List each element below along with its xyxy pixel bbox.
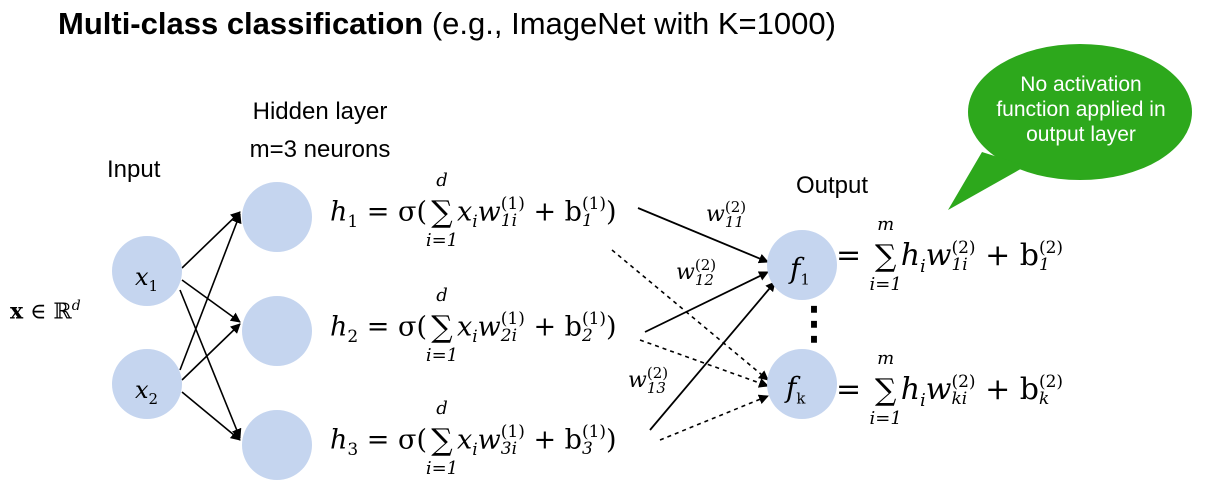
hidden-equation-2: h2 = σ(d ∑ i=1 xiw (1) 2i + b (1) 2): [330, 285, 617, 366]
hidden-node-1: [242, 182, 312, 252]
bubble-text: No activation function applied in output…: [996, 73, 1166, 147]
edge-h2-fk: [639, 339, 769, 388]
edge-x1-h3: [179, 289, 242, 439]
edge-x2-h2: [181, 323, 241, 381]
edge-x2-h3: [181, 391, 241, 441]
output-equation-k: = m ∑ i=1 hiw (2) ki + b (2) k: [836, 348, 1064, 429]
hidden-equation-3: h3 = σ(d ∑ i=1 xiw (1) 3i + b (1) 3): [330, 398, 617, 479]
input-node-1: [112, 236, 182, 306]
edge-h1-f1: [637, 207, 769, 264]
output-node-1-label: f1: [790, 252, 810, 289]
input-node-1-label: x1: [135, 263, 159, 295]
edge-h2-f1: [644, 271, 769, 333]
title-bold: Multi-class classification: [58, 6, 424, 41]
output-label: Output: [796, 172, 869, 199]
edge-h3-fk: [659, 394, 769, 441]
weight-label-12: w (2) 12: [676, 256, 717, 289]
page-title: Multi-class classification (e.g., ImageN…: [58, 6, 836, 42]
hidden-layer-label: Hidden layer: [252, 98, 388, 125]
hidden-equation-1: h1 = σ(d ∑ i=1 xiw (1) 1i + b (1) 1): [330, 170, 617, 251]
edge-x1-h2: [181, 279, 241, 323]
input-node-2-label: x2: [135, 376, 159, 408]
hidden-neurons-label: m=3 neurons: [249, 136, 391, 163]
edge-h3-f1: [649, 281, 776, 431]
output-node-k-label: fk: [786, 371, 806, 408]
weight-label-13: w (2) 13: [628, 364, 669, 397]
edge-x2-h1: [179, 213, 242, 371]
hidden-node-2: [242, 296, 312, 366]
output-node-1: [767, 230, 837, 300]
output-node-k: [767, 349, 837, 419]
input-space-label: x ∈ ℝd: [10, 298, 81, 325]
weight-label-11: w (2) 11: [706, 198, 747, 231]
edge-h1-fk: [611, 249, 769, 381]
edge-x1-h1: [181, 211, 241, 269]
hidden-node-3: [242, 410, 312, 480]
speech-bubble: [948, 44, 1192, 210]
output-equation-1: = m ∑ i=1 hiw (2) 1i + b (2) 1: [836, 214, 1064, 295]
title-rest: (e.g., ImageNet with K=1000): [423, 6, 836, 41]
input-node-2: [112, 349, 182, 419]
output-ellipsis: ⋮: [792, 299, 836, 348]
input-label: Input: [107, 156, 161, 183]
